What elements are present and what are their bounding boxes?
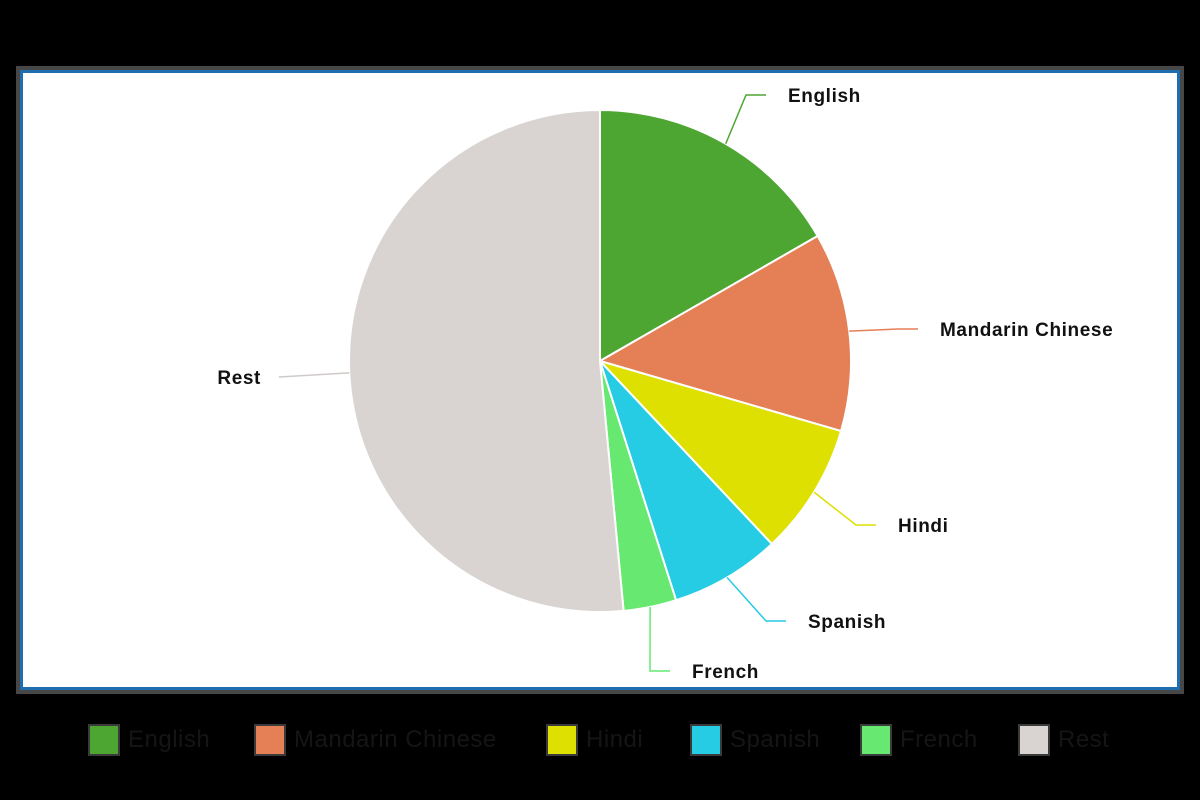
leader-line-french <box>649 606 670 672</box>
leader-line-english <box>725 94 766 145</box>
legend-item-mandarin-chinese: Mandarin Chinese <box>254 718 497 762</box>
legend-label-spanish: Spanish <box>730 726 821 753</box>
legend: English Mandarin Chinese Hindi Spanish F… <box>0 718 1200 762</box>
pie-chart: English Mandarin Chinese Hindi Spanish Frenc… <box>217 86 1113 683</box>
legend-item-spanish: Spanish <box>690 718 820 762</box>
slice-label-rest: Rest <box>217 368 261 389</box>
legend-label-hindi: Hindi <box>586 726 644 753</box>
legend-label-french: French <box>900 726 978 753</box>
slice-label-hindi: Hindi <box>898 516 949 537</box>
legend-swatch-rest <box>1018 724 1050 756</box>
leader-line-hindi <box>813 491 876 526</box>
leader-line-spanish <box>726 576 786 622</box>
slice-rest <box>348 108 625 613</box>
legend-label-rest: Rest <box>1058 726 1110 753</box>
legend-swatch-english <box>88 724 120 756</box>
slice-label-english: English <box>788 86 861 107</box>
leader-line-rest <box>278 372 350 378</box>
legend-swatch-french <box>860 724 892 756</box>
slice-label-mandarin-chinese: Mandarin Chinese <box>940 320 1113 341</box>
legend-item-rest: Rest <box>1018 718 1109 762</box>
legend-label-english: English <box>128 726 211 753</box>
slice-hindi <box>596 359 843 546</box>
leader-line-mandarin-chinese <box>849 328 918 332</box>
legend-swatch-spanish <box>690 724 722 756</box>
slice-label-french: French <box>692 662 759 683</box>
slice-spanish <box>599 360 774 602</box>
slice-english <box>599 108 820 363</box>
slice-label-spanish: Spanish <box>808 612 886 633</box>
legend-swatch-hindi <box>546 724 578 756</box>
legend-item-french: French <box>860 718 978 762</box>
legend-swatch-mandarin-chinese <box>254 724 286 756</box>
legend-item-hindi: Hindi <box>546 718 643 762</box>
legend-item-english: English <box>88 718 210 762</box>
legend-label-mandarin-chinese: Mandarin Chinese <box>294 726 497 753</box>
